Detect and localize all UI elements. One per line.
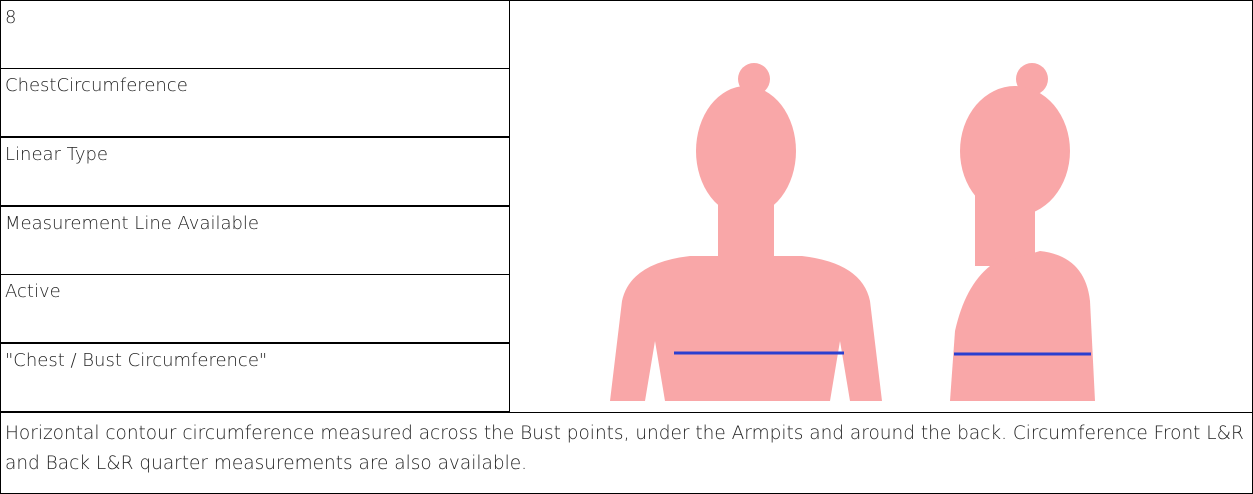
description: Horizontal contour circumference measure… [0, 412, 1253, 494]
page: 8ChestCircumferenceLinear TypeMeasuremen… [0, 0, 1253, 493]
body-scan-image [510, 1, 1252, 412]
attribute-cell: Linear Type [0, 137, 510, 206]
attribute-cell: Measurement Line Available [0, 206, 510, 275]
image-cell [509, 0, 1253, 413]
front-figure [610, 63, 882, 401]
attribute-cell: "Chest / Bust Circumference" [0, 343, 510, 412]
side-figure [950, 63, 1095, 401]
attribute-cell: Active [0, 274, 510, 343]
attribute-cell: 8 [0, 0, 510, 69]
attribute-cell: ChestCircumference [0, 68, 510, 137]
